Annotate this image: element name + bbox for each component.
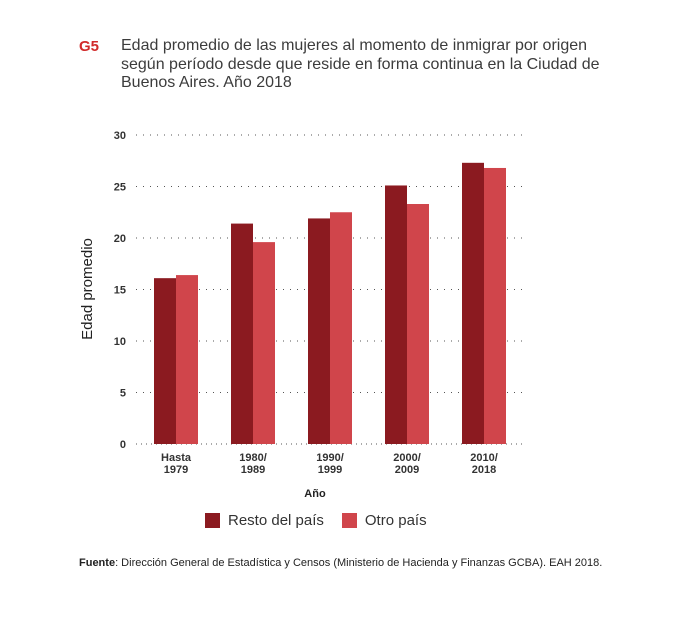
bar-series-1-cat-2 [231,223,253,444]
legend-label-series-1: Resto del país [228,512,324,529]
y-tick-label: 0 [120,439,126,451]
y-tick-label: 5 [120,388,126,400]
y-tick-label: 20 [114,233,126,245]
source-text: : Dirección General de Estadística y Cen… [115,557,603,569]
legend-item-series-2: Otro país [341,512,427,529]
x-tick-label: 2000/ [393,452,421,464]
x-tick-label: 2018 [472,464,496,476]
x-tick-label: 2010/ [470,452,498,464]
bar-series-1-cat-1 [154,278,176,444]
x-tick-label: 2009 [395,464,419,476]
y-axis-ticks: 0 5 10 15 20 25 30 [114,130,126,451]
y-tick-label: 15 [114,285,126,297]
y-tick-label: 25 [114,182,126,194]
bar-series-2-cat-1 [176,275,198,444]
y-axis-label: Edad promedio [79,238,96,340]
legend-swatch-series-2 [341,513,357,528]
x-tick-label: 1979 [164,464,188,476]
x-axis-label: Año [304,488,326,500]
legend-swatch-series-1 [205,513,220,528]
bar-series-1-cat-4 [385,185,407,444]
bar-series-2-cat-2 [253,242,275,444]
source-label: Fuente [79,557,116,569]
legend-label-series-2: Otro país [364,512,427,529]
y-tick-label: 10 [114,336,126,348]
bar-series-1-cat-3 [308,218,330,444]
bar-series-1-cat-5 [462,162,484,444]
x-tick-label: Hasta [161,452,192,464]
y-tick-label: 30 [114,130,126,142]
x-tick-label: 1980/ [239,452,267,464]
bar-series-2-cat-4 [407,204,429,444]
legend-item-series-1: Resto del país [205,512,324,529]
x-tick-label: 1999 [318,464,342,476]
bars [154,162,506,444]
source-note: Fuente: Dirección General de Estadística… [79,557,602,569]
x-tick-label: 1990/ [316,452,344,464]
legend: Resto del país Otro país [205,512,427,529]
figure-title: Edad promedio de las mujeres al momento … [121,37,600,91]
bar-series-2-cat-5 [484,167,506,444]
figure-label: G5 [79,38,100,55]
bar-series-2-cat-3 [330,212,352,444]
x-tick-label: 1989 [241,464,265,476]
